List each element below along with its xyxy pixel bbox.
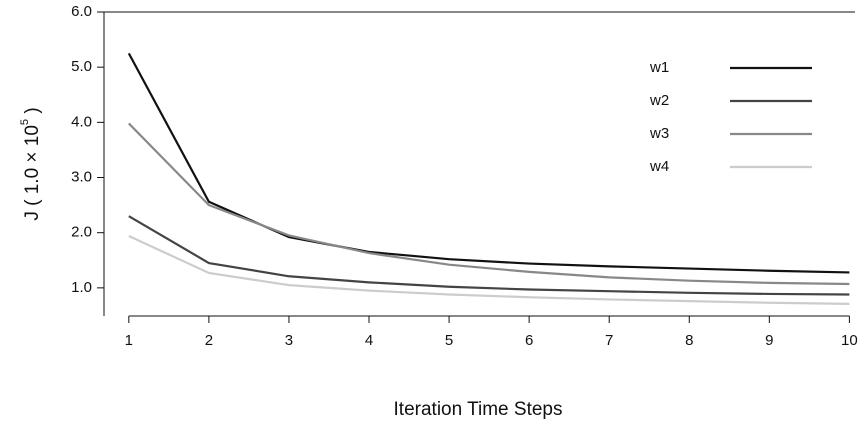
y-tick-label: 6.0: [71, 3, 92, 20]
series-line: [127, 52, 850, 274]
y-tick-label: 4.0: [71, 113, 92, 130]
x-tick-label: 10: [841, 332, 858, 349]
y-tick-label: 5.0: [71, 58, 92, 75]
series-line: [128, 215, 850, 296]
x-tick-label: 9: [765, 332, 773, 349]
y-tick-label: 1.0: [71, 279, 92, 296]
x-tick-label: 7: [605, 332, 613, 349]
series-line: [128, 235, 850, 305]
legend-label: w3: [649, 125, 669, 142]
x-tick-label: 3: [285, 332, 293, 349]
series-line: [128, 122, 850, 286]
legend-label: w1: [649, 59, 669, 76]
x-tick-label: 5: [445, 332, 453, 349]
y-tick-label: 3.0: [71, 168, 92, 185]
y-axis-label-text: J ( 1.0 × 10: [22, 125, 43, 221]
y-axis-label-end: ): [22, 107, 43, 119]
x-axis-label: Iteration Time Steps: [394, 399, 563, 420]
y-tick-label: 2.0: [71, 224, 92, 241]
x-tick-label: 8: [685, 332, 693, 349]
x-tick-label: 6: [525, 332, 533, 349]
x-tick-label: 1: [125, 332, 133, 349]
y-axis-label-exponent: 5: [19, 119, 31, 125]
legend-label: w2: [649, 92, 669, 109]
x-tick-label: 4: [365, 332, 373, 349]
y-axis-label: J ( 1.0 × 105 ): [19, 107, 43, 220]
legend-label: w4: [649, 158, 669, 175]
x-tick-label: 2: [205, 332, 213, 349]
